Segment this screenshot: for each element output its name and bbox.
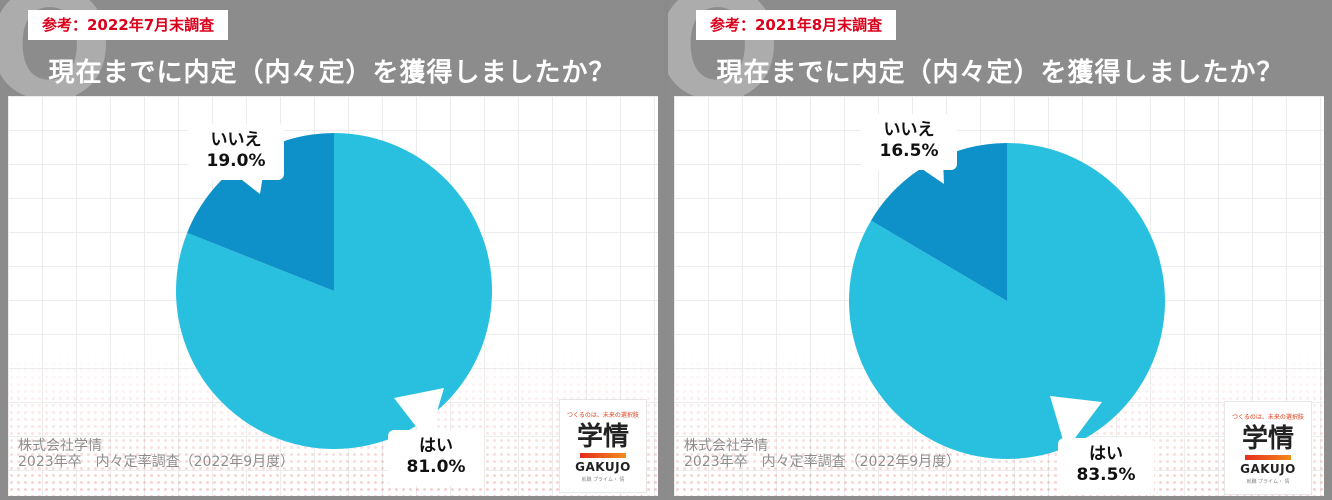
survey-date-tag: 参考：2022年7月末調査: [28, 10, 229, 40]
logo-tiny-text: 就職 プライム・ 情: [581, 477, 625, 483]
label-no-category: いいえ: [210, 130, 262, 150]
gakujo-logo: つくるのは、未来の選択肢 学情 GAKUJO 就職 プライム・ 情: [1224, 401, 1312, 495]
logo-bar: [580, 453, 626, 458]
chart-panel-2021: Q 参考：2021年8月末調査 現在までに内定（内々定）を獲得しましたか？ いい…: [668, 0, 1332, 500]
pie-slice-yes: [848, 143, 1165, 459]
label-yes-category: はい: [1089, 444, 1123, 464]
pie-chart: [848, 114, 1165, 494]
callout-tail-yes: [394, 388, 444, 442]
source-company: 株式会社学情: [684, 438, 768, 454]
chart-card: いいえ 19.0% はい 81.0% 株式会社学情 2023年卒 内々定率調査（…: [8, 96, 658, 496]
logo-word: GAKUJO: [1240, 462, 1296, 476]
logo-word: GAKUJO: [575, 460, 631, 474]
pie-slice-yes: [176, 133, 493, 449]
chart-card: いいえ 16.5% はい 83.5% 株式会社学情 2023年卒 内々定率調査（…: [674, 96, 1324, 496]
callout-bubble-no: [861, 114, 957, 170]
label-yes: はい 81.0%: [388, 436, 484, 479]
question-title: 現在までに内定（内々定）を獲得しましたか？: [716, 58, 1284, 88]
logo-tiny-text: 就職 プライム・ 情: [1246, 479, 1290, 485]
pie-chart: [176, 124, 493, 486]
logo-tagline: つくるのは、未来の選択肢: [1232, 414, 1304, 421]
logo-bar: [1245, 455, 1291, 460]
label-yes: はい 83.5%: [1058, 444, 1154, 487]
callout-bubble-no: [188, 124, 284, 180]
label-yes-percent: 81.0%: [406, 457, 466, 478]
source-credit: 株式会社学情 2023年卒 内々定率調査（2022年9月度）: [18, 438, 294, 470]
label-no: いいえ 16.5%: [861, 120, 957, 163]
source-survey: 2023年卒 内々定率調査（2022年9月度）: [18, 454, 295, 470]
source-credit: 株式会社学情 2023年卒 内々定率調査（2022年9月度）: [684, 438, 960, 470]
callout-bubble-yes: [1058, 438, 1154, 494]
label-yes-category: はい: [419, 436, 453, 456]
label-no-percent: 16.5%: [879, 141, 939, 162]
survey-date-tag: 参考：2021年8月末調査: [696, 10, 897, 40]
source-survey: 2023年卒 内々定率調査（2022年9月度）: [684, 454, 961, 470]
callout-tail-yes: [1050, 396, 1102, 450]
logo-kanji: 学情: [1241, 424, 1294, 454]
label-no-category: いいえ: [883, 120, 935, 140]
gakujo-logo: つくるのは、未来の選択肢 学情 GAKUJO 就職 プライム・ 情: [559, 399, 647, 493]
chart-panel-2022: Q 参考：2022年7月末調査 現在までに内定（内々定）を獲得しましたか？ いい…: [0, 0, 664, 500]
pie-slice-no: [871, 143, 1007, 301]
label-no: いいえ 19.0%: [188, 130, 284, 173]
question-title: 現在までに内定（内々定）を獲得しましたか？: [48, 58, 616, 88]
callout-bubble-yes: [388, 430, 484, 486]
logo-tagline: つくるのは、未来の選択肢: [567, 412, 639, 419]
logo-kanji: 学情: [576, 422, 629, 452]
source-company: 株式会社学情: [18, 438, 102, 454]
label-no-percent: 19.0%: [206, 151, 266, 172]
label-yes-percent: 83.5%: [1076, 465, 1136, 486]
pie-slice-no: [187, 133, 334, 291]
